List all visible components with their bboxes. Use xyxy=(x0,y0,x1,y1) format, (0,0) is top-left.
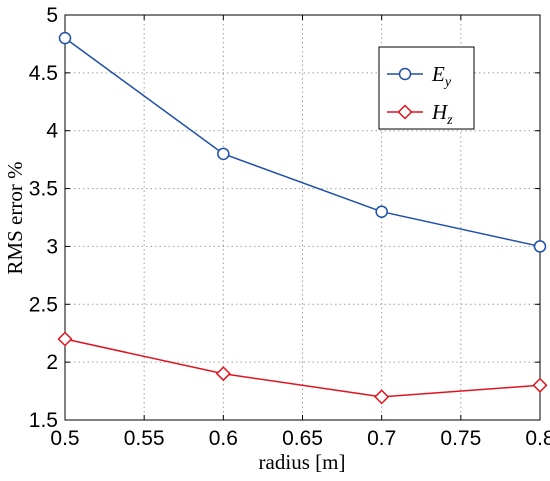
data-point xyxy=(58,31,72,45)
axis-ticks: 0.5 0.55 0.6 0.65 0.7 0.75 0.8 1.5 2 2.5 3 3.5 4 4.5 5 xyxy=(29,4,550,450)
x-tick-label: 0.55 xyxy=(124,427,165,450)
data-point xyxy=(57,331,73,347)
series-line xyxy=(64,338,541,398)
y-tick-label: 4.5 xyxy=(29,62,58,85)
x-axis-title: radius [m] xyxy=(259,450,346,474)
x-tick-label: 0.65 xyxy=(282,427,323,450)
legend-box xyxy=(378,46,475,130)
legend: Ey Hz xyxy=(378,46,475,130)
data-point xyxy=(533,240,547,253)
legend-label: Hz xyxy=(431,100,453,128)
legend-marker xyxy=(397,104,413,120)
y-axis-title: RMS error % xyxy=(3,161,27,274)
x-tick-label: 0.8 xyxy=(525,427,550,450)
legend-label: Ey xyxy=(431,62,452,90)
data-point xyxy=(374,389,390,405)
data-point xyxy=(215,366,231,382)
y-tick-label: 3.5 xyxy=(29,178,58,201)
x-tick-label: 0.75 xyxy=(440,427,481,450)
legend-marker xyxy=(398,67,412,81)
x-tick-label: 0.6 xyxy=(209,427,238,450)
y-tick-label: 1.5 xyxy=(29,409,58,432)
y-tick-label: 2 xyxy=(46,351,58,374)
y-tick-label: 5 xyxy=(46,4,58,27)
series-line xyxy=(64,37,541,248)
y-tick-label: 2.5 xyxy=(29,293,58,316)
y-tick-label: 3 xyxy=(46,235,58,258)
x-tick-label: 0.5 xyxy=(50,427,79,450)
x-tick-label: 0.7 xyxy=(367,427,396,450)
y-tick-label: 4 xyxy=(46,120,58,143)
legend-items: Ey Hz xyxy=(387,62,453,128)
series-group xyxy=(57,31,548,405)
data-point xyxy=(375,205,388,218)
data-point xyxy=(532,377,548,393)
data-point xyxy=(217,147,230,161)
